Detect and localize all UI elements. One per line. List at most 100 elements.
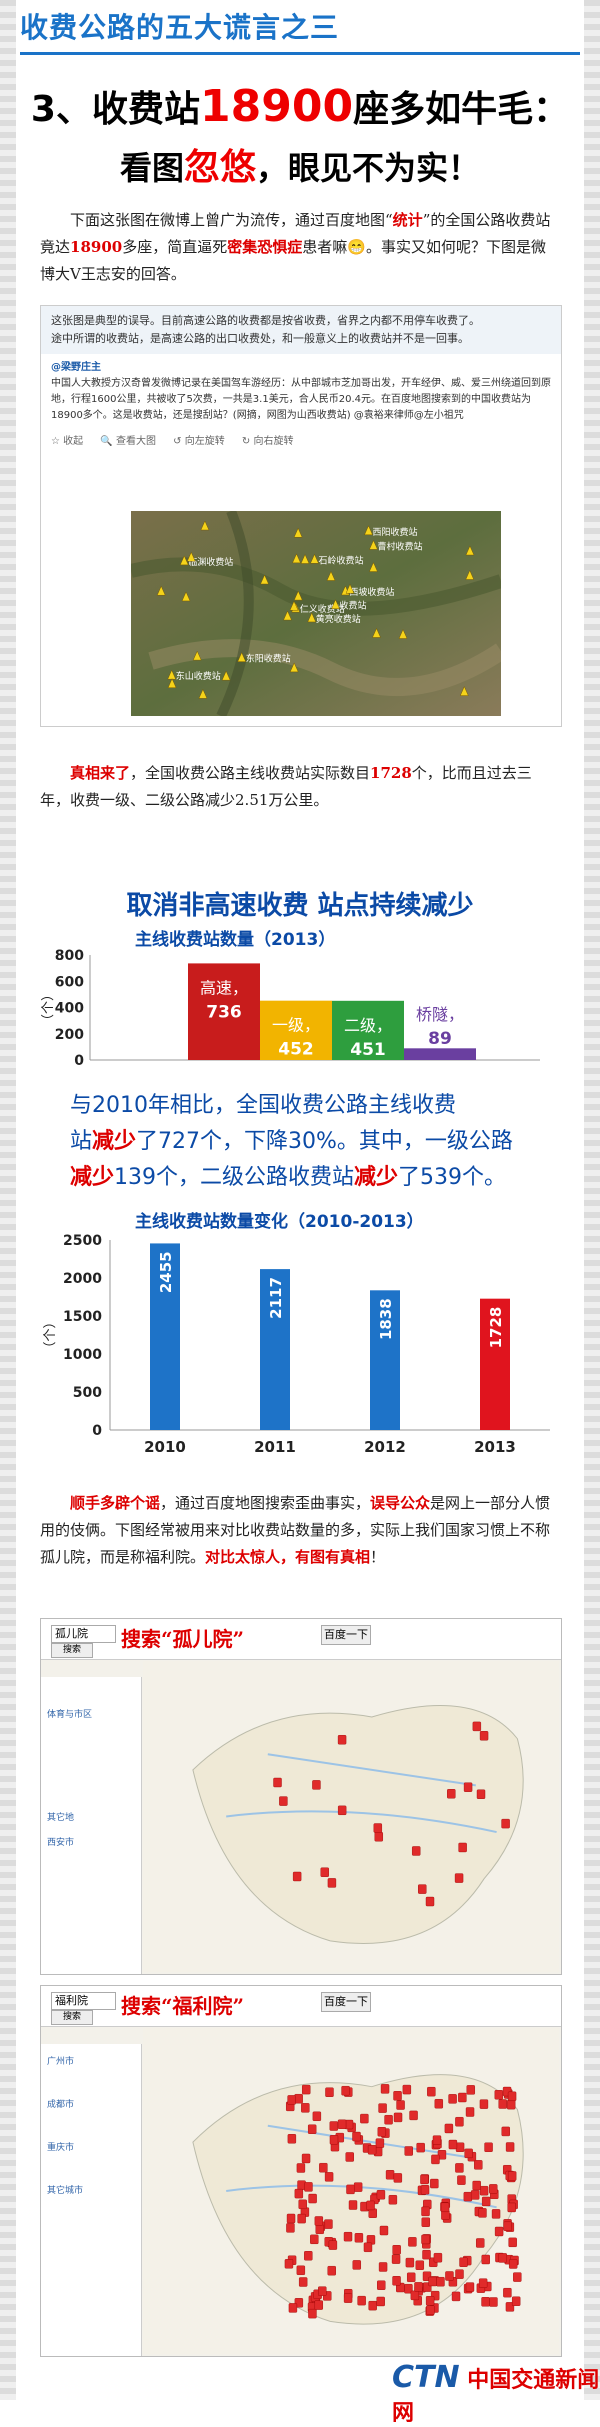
map-marker-icon[interactable] xyxy=(393,2112,403,2123)
rotate-right-button[interactable]: ↻ 向右旋转 xyxy=(241,436,294,447)
map-marker-icon[interactable] xyxy=(458,2092,467,2103)
map1-side-item[interactable]: 西安市 xyxy=(47,1838,75,1848)
map-marker-icon[interactable] xyxy=(479,2185,489,2196)
map-marker-icon[interactable] xyxy=(463,2191,473,2202)
map-marker-icon[interactable] xyxy=(319,2162,328,2173)
map-marker-icon[interactable] xyxy=(287,2095,296,2105)
collapse-button[interactable]: ☆ 收起 xyxy=(51,436,84,447)
map-marker-icon[interactable] xyxy=(404,2146,413,2156)
map-marker-icon[interactable] xyxy=(327,1878,337,1888)
map-marker-icon[interactable] xyxy=(304,2182,313,2192)
map-marker-icon[interactable] xyxy=(357,2295,366,2306)
map-marker-icon[interactable] xyxy=(418,1884,427,1894)
map-marker-icon[interactable] xyxy=(354,2233,364,2243)
map-marker-icon[interactable] xyxy=(448,2139,458,2150)
map-marker-icon[interactable] xyxy=(393,2173,403,2183)
map2-side-item[interactable]: 广州市 xyxy=(47,2057,75,2067)
map-marker-icon[interactable] xyxy=(392,2245,401,2255)
map-marker-icon[interactable] xyxy=(420,2185,430,2195)
map-marker-icon[interactable] xyxy=(470,2190,480,2200)
map1-baidu-button[interactable]: 百度一下 xyxy=(321,1625,371,1645)
map-marker-icon[interactable] xyxy=(428,2276,437,2287)
map-marker-icon[interactable] xyxy=(407,2272,416,2282)
rotate-left-button[interactable]: ↺ 向左旋转 xyxy=(173,436,225,447)
map-marker-icon[interactable] xyxy=(472,2180,481,2191)
map-marker-icon[interactable] xyxy=(465,2282,475,2292)
map1-canvas[interactable] xyxy=(143,1661,559,1972)
map2-side-item[interactable]: 其它城市 xyxy=(47,2186,84,2196)
map-marker-icon[interactable] xyxy=(434,2099,444,2109)
map-marker-icon[interactable] xyxy=(421,2206,430,2217)
map-marker-icon[interactable] xyxy=(324,2219,333,2229)
map-marker-icon[interactable] xyxy=(431,2154,440,2165)
map-marker-icon[interactable] xyxy=(455,2163,464,2173)
map-marker-icon[interactable] xyxy=(325,2087,334,2097)
map-marker-icon[interactable] xyxy=(459,2257,468,2267)
map-marker-icon[interactable] xyxy=(430,2178,439,2189)
map2-baidu-button[interactable]: 百度一下 xyxy=(321,1992,371,2012)
map-marker-icon[interactable] xyxy=(433,2252,443,2263)
map-marker-icon[interactable] xyxy=(379,2225,389,2236)
map-marker-icon[interactable] xyxy=(298,2277,308,2287)
map-marker-icon[interactable] xyxy=(310,2234,319,2245)
map-marker-icon[interactable] xyxy=(296,2163,306,2173)
map-marker-icon[interactable] xyxy=(377,2127,387,2137)
map-marker-icon[interactable] xyxy=(312,2111,322,2121)
map-marker-icon[interactable] xyxy=(481,2196,491,2207)
map2-search-button[interactable]: 搜索 xyxy=(51,2010,93,2025)
map-marker-icon[interactable] xyxy=(304,2251,313,2261)
map-marker-icon[interactable] xyxy=(380,2084,390,2094)
map-marker-icon[interactable] xyxy=(513,2272,522,2282)
map-marker-icon[interactable] xyxy=(508,2237,517,2248)
map-marker-icon[interactable] xyxy=(288,2303,298,2313)
map-marker-icon[interactable] xyxy=(312,1780,321,1790)
map-marker-icon[interactable] xyxy=(320,1867,329,1877)
map-marker-icon[interactable] xyxy=(367,2145,377,2155)
map-marker-icon[interactable] xyxy=(503,2287,512,2298)
map-marker-icon[interactable] xyxy=(494,2226,504,2237)
map-marker-icon[interactable] xyxy=(507,2091,517,2101)
map-marker-icon[interactable] xyxy=(447,1789,456,1799)
map-marker-icon[interactable] xyxy=(491,2209,501,2219)
map1-side-item[interactable]: 体育与市区 xyxy=(47,1710,93,1720)
map-marker-icon[interactable] xyxy=(294,2094,303,2104)
map-marker-icon[interactable] xyxy=(476,1789,486,1799)
map2-search-input[interactable]: 福利院 xyxy=(51,1992,116,2010)
map-marker-icon[interactable] xyxy=(463,1782,473,1792)
map-marker-icon[interactable] xyxy=(345,2152,354,2162)
map-marker-icon[interactable] xyxy=(445,2271,454,2281)
map-marker-icon[interactable] xyxy=(454,1873,464,1883)
map-marker-icon[interactable] xyxy=(366,2200,375,2211)
map-marker-icon[interactable] xyxy=(416,2142,425,2153)
map-marker-icon[interactable] xyxy=(314,2300,323,2310)
map1-search-input[interactable]: 孤儿院 xyxy=(51,1625,116,1643)
map-marker-icon[interactable] xyxy=(465,2107,475,2117)
map-marker-icon[interactable] xyxy=(498,2099,507,2109)
map-marker-icon[interactable] xyxy=(284,2259,294,2269)
map-marker-icon[interactable] xyxy=(448,2094,457,2104)
map-marker-icon[interactable] xyxy=(315,2224,324,2234)
map-marker-icon[interactable] xyxy=(377,2280,386,2290)
map-marker-icon[interactable] xyxy=(427,2086,436,2097)
map-marker-icon[interactable] xyxy=(412,1846,421,1856)
map-marker-icon[interactable] xyxy=(308,2193,317,2204)
map-marker-icon[interactable] xyxy=(388,2195,398,2205)
map-marker-icon[interactable] xyxy=(273,1777,282,1788)
map-marker-icon[interactable] xyxy=(329,2135,339,2145)
map-marker-icon[interactable] xyxy=(318,2286,327,2296)
map-marker-icon[interactable] xyxy=(476,2238,485,2248)
map-marker-icon[interactable] xyxy=(368,2300,377,2311)
map-marker-icon[interactable] xyxy=(494,2090,503,2100)
map-marker-icon[interactable] xyxy=(308,2308,317,2319)
map-marker-icon[interactable] xyxy=(296,2265,306,2275)
map-marker-icon[interactable] xyxy=(422,2249,431,2260)
map-marker-icon[interactable] xyxy=(385,2170,395,2180)
map-marker-icon[interactable] xyxy=(384,2115,393,2125)
map-marker-icon[interactable] xyxy=(373,1823,383,1833)
map-marker-icon[interactable] xyxy=(405,2257,415,2268)
map-marker-icon[interactable] xyxy=(432,2135,442,2145)
map-marker-icon[interactable] xyxy=(498,2253,507,2263)
map-marker-icon[interactable] xyxy=(440,2202,450,2212)
map-marker-icon[interactable] xyxy=(484,2142,493,2152)
map-marker-icon[interactable] xyxy=(472,1721,482,1732)
